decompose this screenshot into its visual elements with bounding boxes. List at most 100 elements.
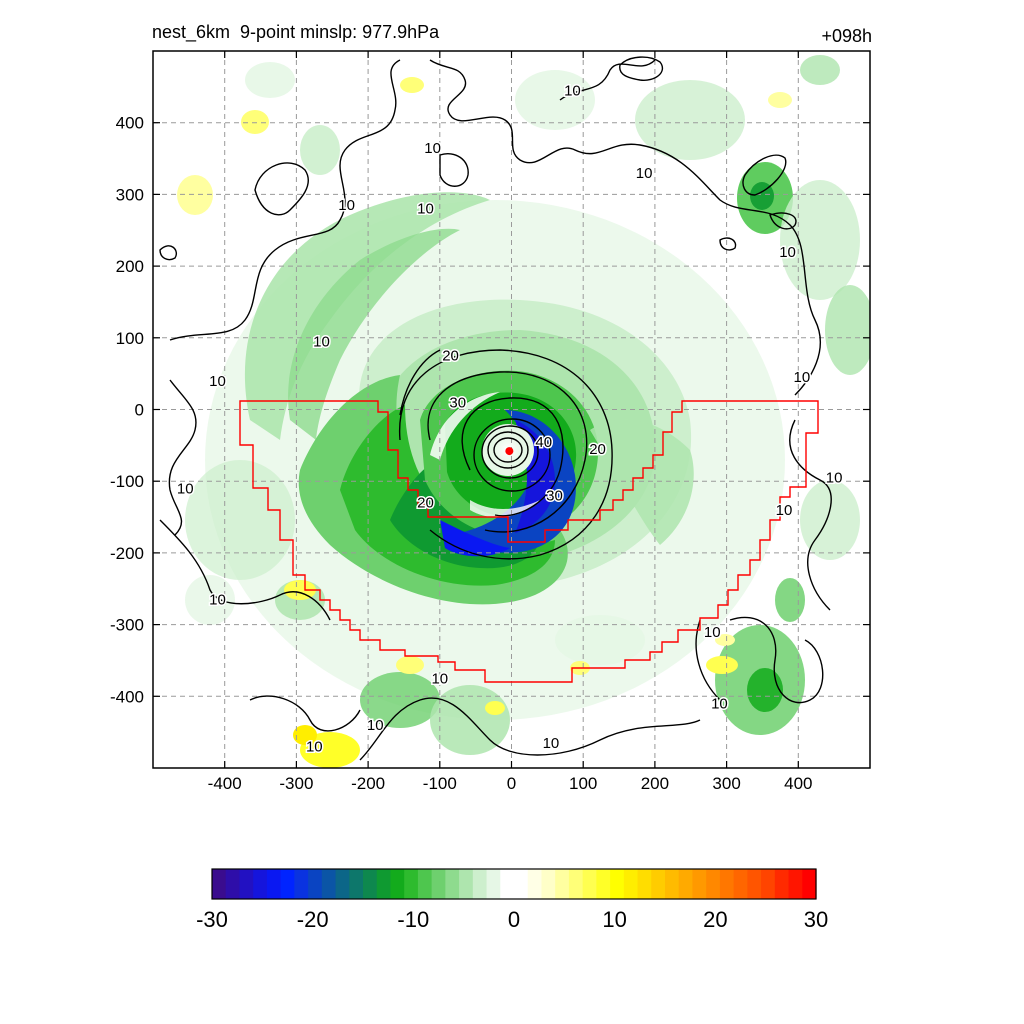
contour-label: 10 bbox=[826, 470, 843, 487]
colorbar-swatch bbox=[431, 869, 446, 899]
colorbar-swatch bbox=[486, 869, 501, 899]
colorbar-tick-label: -20 bbox=[297, 907, 329, 932]
contour-label: 20 bbox=[442, 348, 459, 365]
contour-label: 10 bbox=[543, 735, 560, 752]
colorbar-swatch bbox=[390, 869, 405, 899]
x-tick-label: 100 bbox=[569, 774, 597, 793]
plot-area: 10 10 10 10 10 10 10 10 10 10 10 10 10 10 10 10 10 10 10 20… bbox=[153, 51, 870, 768]
contour-label: 20 bbox=[417, 495, 434, 512]
y-tick-label: 0 bbox=[135, 401, 144, 420]
colorbar-swatch bbox=[294, 869, 309, 899]
colorbar-swatch bbox=[719, 869, 735, 899]
colorbar-swatch bbox=[747, 869, 762, 899]
colorbar-swatch bbox=[445, 869, 460, 899]
y-tick-label: 300 bbox=[116, 185, 144, 204]
x-tick-label: 400 bbox=[784, 774, 812, 793]
x-tick-label: 200 bbox=[641, 774, 669, 793]
x-tick-label: -200 bbox=[351, 774, 385, 793]
x-tick-label: 0 bbox=[507, 774, 516, 793]
colorbar-swatch bbox=[459, 869, 474, 899]
colorbar-swatch bbox=[678, 869, 694, 899]
contour-label: 10 bbox=[711, 695, 728, 712]
colorbar-swatch bbox=[568, 869, 584, 899]
colorbar-swatch bbox=[596, 869, 611, 899]
colorbar-swatch bbox=[582, 869, 597, 899]
x-tick-label: -300 bbox=[279, 774, 313, 793]
contour-label: 10 bbox=[177, 480, 194, 497]
y-axis: 400 300 200 100 0 -100 -200 -300 -400 bbox=[110, 114, 870, 706]
colorbar-tick-label: 0 bbox=[508, 907, 520, 932]
contour-label: 10 bbox=[794, 369, 811, 386]
colorbar-swatch bbox=[472, 869, 488, 899]
contour-label: 10 bbox=[417, 201, 434, 218]
contour-label: 10 bbox=[779, 244, 796, 261]
colorbar-swatch bbox=[363, 869, 378, 899]
colorbar-swatch bbox=[404, 869, 419, 899]
colorbar-swatch bbox=[335, 869, 350, 899]
colorbar-frame bbox=[211, 868, 817, 900]
colorbar-swatch bbox=[610, 869, 625, 899]
colorbar-tick-label: 20 bbox=[703, 907, 727, 932]
forecast-hour-label: +098h bbox=[821, 26, 872, 46]
colorbar-swatch bbox=[774, 869, 790, 899]
colorbar-tick-label: 30 bbox=[804, 907, 828, 932]
colorbar-swatch bbox=[665, 869, 680, 899]
contour-label: 10 bbox=[209, 373, 226, 390]
y-tick-label: -300 bbox=[110, 616, 144, 635]
colorbar-swatch bbox=[225, 869, 241, 899]
colorbar-swatch bbox=[514, 869, 529, 899]
contour-label: 40 bbox=[535, 434, 552, 451]
domain-boundary bbox=[239, 400, 819, 683]
x-tick-label: -100 bbox=[423, 774, 457, 793]
y-tick-label: 100 bbox=[116, 329, 144, 348]
y-tick-label: 400 bbox=[116, 114, 144, 133]
colorbar-tick-label: -30 bbox=[196, 907, 228, 932]
storm-center-marker bbox=[505, 447, 514, 456]
colorbar-swatch bbox=[253, 869, 268, 899]
colorbar-swatch bbox=[706, 869, 721, 899]
colorbar-swatch bbox=[555, 869, 570, 899]
contour-label: 10 bbox=[636, 165, 653, 182]
colorbar bbox=[211, 868, 817, 900]
colorbar-swatch bbox=[733, 869, 748, 899]
colorbar-swatch bbox=[349, 869, 364, 899]
colorbar-tick-label: -10 bbox=[397, 907, 429, 932]
colorbar-swatch bbox=[651, 869, 666, 899]
colorbar-swatch bbox=[321, 869, 337, 899]
x-axis: -400 -300 -200 -100 0 100 200 300 400 bbox=[208, 51, 812, 793]
colorbar-swatch bbox=[308, 869, 323, 899]
colorbar-swatch bbox=[280, 869, 295, 899]
contour-label: 10 bbox=[367, 717, 384, 734]
colorbar-swatch bbox=[541, 869, 556, 899]
contour-label: 10 bbox=[564, 82, 581, 99]
contour-label: 30 bbox=[449, 394, 466, 411]
y-tick-label: -100 bbox=[110, 472, 144, 491]
colorbar-swatch bbox=[500, 869, 515, 899]
colorbar-swatch bbox=[417, 869, 433, 899]
colorbar-tick-labels: -30 -20 -10 0 10 20 30 bbox=[196, 907, 828, 932]
chart-title: nest_6km 9-point minslp: 977.9hPa bbox=[152, 22, 440, 42]
contour-label: 10 bbox=[424, 140, 441, 157]
contour-labels: 10 10 10 10 10 10 10 10 10 10 10 10 10 10 10 10 10 10 10 20… bbox=[175, 81, 844, 757]
y-tick-label: -400 bbox=[110, 687, 144, 706]
y-tick-label: 200 bbox=[116, 257, 144, 276]
x-tick-label: -400 bbox=[208, 774, 242, 793]
colorbar-swatch bbox=[239, 869, 254, 899]
contour-label: 10 bbox=[313, 333, 330, 350]
colorbar-swatch bbox=[637, 869, 652, 899]
colorbar-swatch bbox=[623, 869, 639, 899]
y-tick-label: -200 bbox=[110, 544, 144, 563]
colorbar-swatch bbox=[212, 869, 227, 899]
colorbar-swatch bbox=[266, 869, 282, 899]
contour-label: 10 bbox=[776, 502, 793, 519]
contour-label: 10 bbox=[431, 670, 448, 687]
colorbar-tick-label: 10 bbox=[602, 907, 626, 932]
colorbar-swatch bbox=[802, 869, 817, 899]
shaded-field bbox=[177, 55, 870, 768]
colorbar-swatch bbox=[527, 869, 543, 899]
colorbar-swatch bbox=[761, 869, 776, 899]
colorbar-swatch bbox=[788, 869, 803, 899]
x-tick-label: 300 bbox=[712, 774, 740, 793]
contour-label: 20 bbox=[589, 441, 606, 458]
